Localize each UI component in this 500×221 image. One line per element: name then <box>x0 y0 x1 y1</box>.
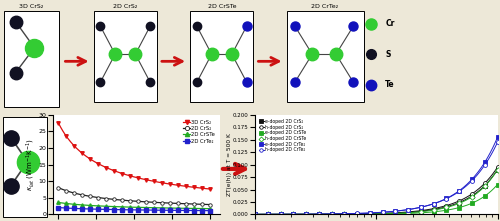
Bar <box>3 117 47 217</box>
Y-axis label: ZT(e(h)) at T = 500 K: ZT(e(h)) at T = 500 K <box>226 133 232 196</box>
Bar <box>94 11 157 102</box>
Y-axis label: $\kappa_{lat}$ (Wm$^{-1}$K$^{-1}$): $\kappa_{lat}$ (Wm$^{-1}$K$^{-1}$) <box>24 138 37 191</box>
Legend: e-doped 2D CrS₂, h-doped 2D CrS₂, e-doped 2D CrSTe, h-doped 2D CrSTe, e-doped 2D: e-doped 2D CrS₂, h-doped 2D CrS₂, e-dope… <box>258 117 308 154</box>
Text: Cr: Cr <box>386 19 394 28</box>
Bar <box>4 11 59 107</box>
Text: 2D CrSTe: 2D CrSTe <box>208 4 236 9</box>
Text: Te: Te <box>386 80 395 89</box>
Text: 2D CrTe₂: 2D CrTe₂ <box>310 4 338 9</box>
Text: 3D CrS₂: 3D CrS₂ <box>19 4 44 9</box>
Bar <box>287 11 364 102</box>
Legend: 3D CrS₂, 2D CrS₂, 2D CrSTe, 2D CrTe₂: 3D CrS₂, 2D CrS₂, 2D CrSTe, 2D CrTe₂ <box>182 118 218 146</box>
Bar <box>190 11 254 102</box>
Text: S: S <box>386 50 390 59</box>
Text: 2D CrS₂: 2D CrS₂ <box>113 4 138 9</box>
